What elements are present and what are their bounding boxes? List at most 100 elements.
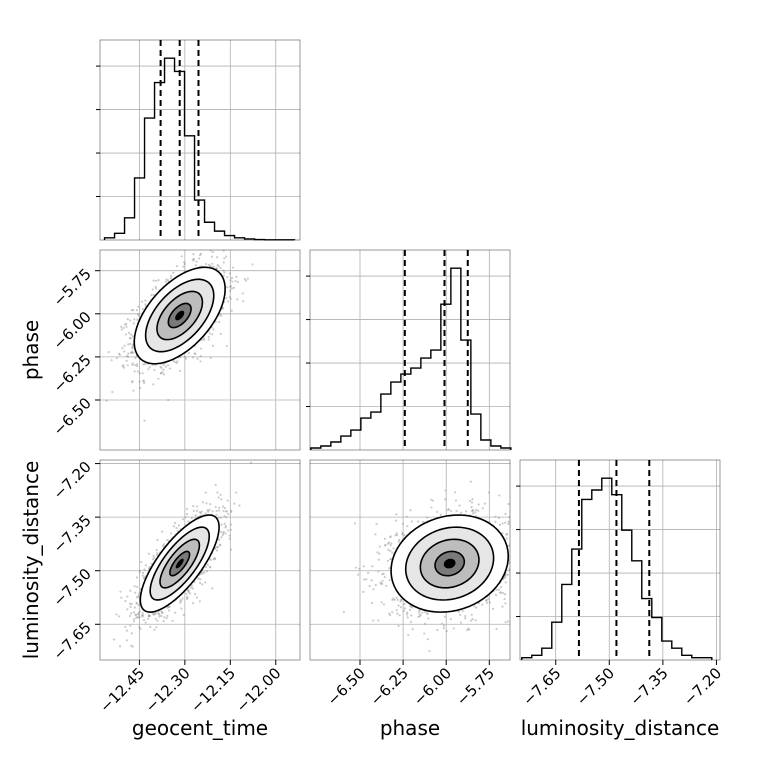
scatter-point [377, 619, 379, 621]
scatter-point [403, 603, 405, 605]
scatter-point [125, 333, 127, 335]
scatter-point [123, 367, 125, 369]
scatter-point [160, 372, 162, 374]
scatter-point [213, 558, 215, 560]
scatter-point [142, 363, 144, 365]
scatter-point [231, 287, 233, 289]
scatter-point [176, 360, 178, 362]
scatter-point [417, 520, 419, 522]
scatter-point [391, 551, 393, 553]
scatter-point [478, 503, 480, 505]
scatter-point [230, 529, 232, 531]
scatter-point [498, 589, 500, 591]
scatter-point [183, 261, 185, 263]
scatter-point [222, 307, 224, 309]
scatter-point [119, 645, 121, 647]
scatter-point [140, 561, 142, 563]
scatter-point [229, 279, 231, 281]
scatter-point [505, 537, 507, 539]
scatter-point [125, 323, 127, 325]
scatter-point [149, 366, 151, 368]
scatter-point [147, 618, 149, 620]
scatter-point [145, 564, 147, 566]
scatter-point [494, 521, 496, 523]
scatter-point [354, 522, 356, 524]
scatter-point [205, 502, 207, 504]
scatter-point [144, 299, 146, 301]
scatter-point [137, 306, 139, 308]
scatter-point [136, 602, 138, 604]
scatter-point [394, 534, 396, 536]
scatter-point [209, 332, 211, 334]
scatter-point [124, 345, 126, 347]
scatter-point [113, 638, 115, 640]
scatter-point [139, 372, 141, 374]
scatter-point [218, 496, 220, 498]
scatter-point [175, 527, 177, 529]
scatter-point [194, 593, 196, 595]
density-panel-phase-vs-luminosity-distance [310, 460, 547, 660]
scatter-point [195, 514, 197, 516]
scatter-point [131, 603, 133, 605]
scatter-point [118, 615, 120, 617]
scatter-point [186, 513, 188, 515]
scatter-point [136, 616, 138, 618]
scatter-point [176, 265, 178, 267]
scatter-point [126, 630, 128, 632]
scatter-point [405, 516, 407, 518]
scatter-point [223, 515, 225, 517]
scatter-point [450, 618, 452, 620]
scatter-point [250, 461, 252, 463]
scatter-point [471, 501, 473, 503]
scatter-point [126, 596, 128, 598]
scatter-point [115, 613, 117, 615]
scatter-point [200, 253, 202, 255]
scatter-point [236, 298, 238, 300]
scatter-point [199, 360, 201, 362]
scatter-point [232, 266, 234, 268]
scatter-point [443, 625, 445, 627]
scatter-point [132, 335, 134, 337]
scatter-point [152, 558, 154, 560]
scatter-point [199, 600, 201, 602]
scatter-point [192, 602, 194, 604]
scatter-point [395, 520, 397, 522]
scatter-point [511, 531, 513, 533]
scatter-point [363, 578, 365, 580]
scatter-point [228, 534, 230, 536]
scatter-point [138, 380, 140, 382]
scatter-point [126, 608, 128, 610]
scatter-point [192, 587, 194, 589]
scatter-point [218, 539, 220, 541]
scatter-point [482, 507, 484, 509]
scatter-point [171, 620, 173, 622]
scatter-point [142, 308, 144, 310]
scatter-point [158, 616, 160, 618]
scatter-point [504, 593, 506, 595]
scatter-point [426, 612, 428, 614]
scatter-point [157, 378, 159, 380]
scatter-point [223, 257, 225, 259]
scatter-point [212, 345, 214, 347]
scatter-point [488, 491, 490, 493]
scatter-point [498, 494, 500, 496]
scatter-point [409, 609, 411, 611]
scatter-point [152, 288, 154, 290]
scatter-point [222, 505, 224, 507]
scatter-point [121, 328, 123, 330]
scatter-point [182, 518, 184, 520]
scatter-point [215, 484, 217, 486]
scatter-point [430, 506, 432, 508]
scatter-point [363, 565, 365, 567]
scatter-point [220, 498, 222, 500]
scatter-point [163, 620, 165, 622]
scatter-point [230, 523, 232, 525]
scatter-point [511, 572, 513, 574]
scatter-point [207, 564, 209, 566]
scatter-point [343, 611, 345, 613]
scatter-point [196, 260, 198, 262]
scatter-point [149, 626, 151, 628]
scatter-point [139, 628, 141, 630]
scatter-point [129, 343, 131, 345]
scatter-point [212, 510, 214, 512]
